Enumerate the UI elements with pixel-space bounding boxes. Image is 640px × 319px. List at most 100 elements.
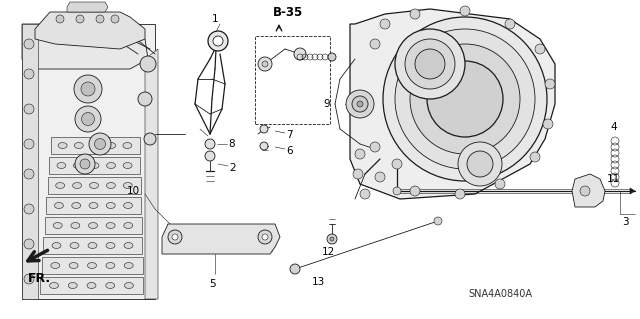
Circle shape <box>96 15 104 23</box>
Circle shape <box>375 172 385 182</box>
Ellipse shape <box>72 203 81 209</box>
Polygon shape <box>49 157 140 174</box>
Polygon shape <box>43 237 142 254</box>
Polygon shape <box>51 137 140 154</box>
Ellipse shape <box>90 143 99 148</box>
Text: 7: 7 <box>286 130 292 140</box>
Ellipse shape <box>88 242 97 249</box>
Circle shape <box>434 217 442 225</box>
Circle shape <box>395 29 465 99</box>
Ellipse shape <box>124 242 133 249</box>
Circle shape <box>24 239 34 249</box>
Circle shape <box>144 133 156 145</box>
Circle shape <box>205 151 215 161</box>
Circle shape <box>543 119 553 129</box>
Ellipse shape <box>71 223 80 228</box>
Circle shape <box>410 186 420 196</box>
Polygon shape <box>22 24 148 69</box>
Polygon shape <box>47 177 141 194</box>
Circle shape <box>505 19 515 29</box>
Ellipse shape <box>124 182 132 189</box>
Polygon shape <box>572 174 605 207</box>
Ellipse shape <box>90 162 99 168</box>
Circle shape <box>383 17 547 181</box>
Ellipse shape <box>56 182 65 189</box>
Text: 5: 5 <box>209 279 215 289</box>
Circle shape <box>353 169 363 179</box>
Text: 6: 6 <box>286 146 292 156</box>
Ellipse shape <box>107 143 116 148</box>
Circle shape <box>76 15 84 23</box>
Ellipse shape <box>70 242 79 249</box>
Ellipse shape <box>74 162 83 168</box>
Text: 10: 10 <box>127 186 140 196</box>
Circle shape <box>262 61 268 67</box>
Polygon shape <box>40 277 143 294</box>
Circle shape <box>360 189 370 199</box>
Ellipse shape <box>124 203 132 209</box>
Circle shape <box>24 69 34 79</box>
Ellipse shape <box>106 182 115 189</box>
Bar <box>255 36 330 124</box>
Ellipse shape <box>106 263 115 269</box>
Polygon shape <box>145 49 158 299</box>
Ellipse shape <box>68 283 77 288</box>
Ellipse shape <box>54 203 63 209</box>
Circle shape <box>355 149 365 159</box>
Circle shape <box>395 29 535 169</box>
Ellipse shape <box>106 223 115 228</box>
Ellipse shape <box>123 162 132 168</box>
Polygon shape <box>46 197 141 214</box>
Polygon shape <box>42 257 143 274</box>
Text: FR.: FR. <box>28 272 51 285</box>
Ellipse shape <box>106 283 115 288</box>
Circle shape <box>392 159 402 169</box>
Ellipse shape <box>72 182 81 189</box>
Circle shape <box>458 142 502 186</box>
Circle shape <box>258 57 272 71</box>
Circle shape <box>330 237 334 241</box>
Circle shape <box>357 101 363 107</box>
Ellipse shape <box>106 242 115 249</box>
Circle shape <box>393 187 401 195</box>
Circle shape <box>213 36 223 46</box>
Circle shape <box>24 104 34 114</box>
Circle shape <box>75 154 95 174</box>
Circle shape <box>24 139 34 149</box>
Circle shape <box>260 125 268 133</box>
Circle shape <box>75 106 101 132</box>
Ellipse shape <box>124 263 133 269</box>
Text: 11: 11 <box>607 174 620 184</box>
Text: 3: 3 <box>622 217 628 227</box>
Polygon shape <box>630 188 635 194</box>
Ellipse shape <box>87 283 96 288</box>
Ellipse shape <box>52 242 61 249</box>
Circle shape <box>168 230 182 244</box>
Circle shape <box>370 39 380 49</box>
Circle shape <box>415 49 445 79</box>
Polygon shape <box>350 9 555 199</box>
Text: B-35: B-35 <box>273 5 303 19</box>
Circle shape <box>205 139 215 149</box>
Circle shape <box>56 15 64 23</box>
Circle shape <box>262 234 268 240</box>
Circle shape <box>495 179 505 189</box>
Ellipse shape <box>89 203 98 209</box>
Text: 8: 8 <box>228 139 235 149</box>
Circle shape <box>258 230 272 244</box>
Circle shape <box>138 92 152 106</box>
Circle shape <box>89 133 111 155</box>
Ellipse shape <box>69 263 78 269</box>
Circle shape <box>172 234 178 240</box>
Circle shape <box>81 113 95 125</box>
Circle shape <box>352 96 368 112</box>
Text: 1: 1 <box>212 14 218 24</box>
Circle shape <box>530 152 540 162</box>
Polygon shape <box>67 2 108 12</box>
Circle shape <box>410 44 520 154</box>
Text: 4: 4 <box>611 122 618 132</box>
Circle shape <box>535 44 545 54</box>
Circle shape <box>545 79 555 89</box>
Ellipse shape <box>107 162 115 168</box>
Text: 13: 13 <box>312 277 324 287</box>
